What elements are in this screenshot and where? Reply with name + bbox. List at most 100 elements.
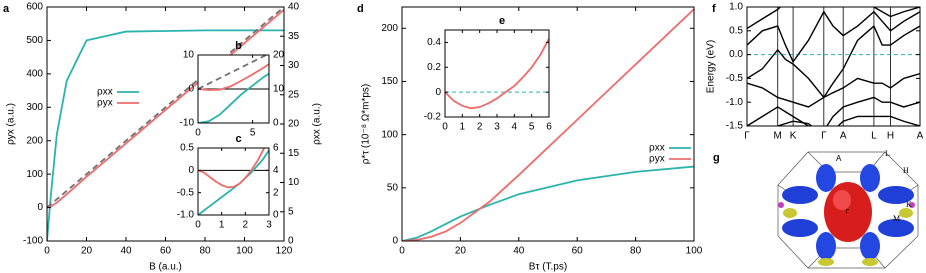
fermi-pockets <box>778 164 915 266</box>
panel-label: f <box>712 3 716 15</box>
y-axis-title: ρyx (a.u.) <box>6 103 17 145</box>
y-tick-label: 200 <box>26 135 43 146</box>
y-tick-label: -0.5 <box>177 187 195 198</box>
x-axis-title: B (a.u.) <box>149 262 182 273</box>
series-line <box>198 148 266 189</box>
x-tick-label: 0 <box>195 220 201 231</box>
series-line <box>776 115 920 126</box>
y2-tick-label: 4 <box>273 165 279 176</box>
y-tick-label: -1.5 <box>726 121 744 132</box>
x-tick-label: 80 <box>199 246 211 257</box>
x-tick-label: Γ <box>744 131 750 142</box>
panel: 0 1 2 3 4 5 6-0.200.20.4e <box>424 15 552 133</box>
y-tick-label: 600 <box>26 2 43 13</box>
y2-tick-label: 20 <box>288 119 300 130</box>
x-tick-label: 40 <box>513 246 525 257</box>
x-tick-label: 20 <box>455 246 467 257</box>
x-tick-label: 3 <box>494 122 500 133</box>
y-tick-label: 0.5 <box>180 143 194 154</box>
x-tick-label: 100 <box>236 246 253 257</box>
panel: Γ M K Γ A L H A -1.5 -1.0 -0.5 0.0 0.5 1.0 Energy (eV)… <box>706 2 924 142</box>
legend-label: ρyx <box>97 98 113 109</box>
legend-label: ρyx <box>649 154 665 165</box>
inset-background <box>445 30 549 117</box>
x-tick-label: 6 <box>546 122 552 133</box>
x-tick-label: 2 <box>477 122 483 133</box>
y-tick-label: 0 <box>435 87 441 98</box>
k-label: L <box>885 149 890 158</box>
series-line <box>402 8 694 241</box>
series-line <box>198 55 269 90</box>
y2-tick-label: 40 <box>288 2 300 13</box>
y2-tick-label: 25 <box>288 89 300 100</box>
x-tick-label: M <box>774 131 782 142</box>
panel: 0 1 2 3 -1.0 -0.5 0 0.5 0 2 4 6 c <box>177 133 279 231</box>
y2-tick-label: 15 <box>288 148 300 159</box>
panel-label: e <box>499 15 505 27</box>
k-label: A <box>836 154 842 163</box>
x-tick-label: 60 <box>160 246 172 257</box>
y-tick-label: -10 <box>180 118 195 129</box>
series-line <box>747 72 920 108</box>
y-tick-label: -1.0 <box>177 210 195 221</box>
y-axis-title: ρ*τ (10⁻⁸ Ω*m*ps) <box>361 84 372 165</box>
series-line <box>747 7 920 30</box>
series-line <box>198 149 269 215</box>
x-tick-label: 4 <box>512 122 518 133</box>
x-tick-label: K <box>790 131 797 142</box>
x-axis-title: Bτ (T.ps) <box>529 262 567 273</box>
y-tick-label: 0.4 <box>427 37 441 48</box>
y-tick-label: 400 <box>26 68 43 79</box>
y2-tick-label: 2 <box>273 187 279 198</box>
series-line <box>747 24 920 99</box>
x-tick-label: 0 <box>44 246 50 257</box>
y-axis-title: Energy (eV) <box>706 40 717 93</box>
x-tick-label: 0 <box>399 246 405 257</box>
x-tick-label: 0 <box>195 128 201 139</box>
legend-label: ρxx <box>97 87 113 98</box>
k-label: M <box>893 214 900 223</box>
y-tick-label: -0.5 <box>726 73 744 84</box>
x-tick-label: 1 <box>460 122 466 133</box>
y-tick-label: 200 <box>381 23 398 34</box>
x-tick-label: 1 <box>219 220 225 231</box>
y-tick-label: 0 <box>188 84 194 95</box>
y2-tick-label: 0 <box>273 118 279 129</box>
plot-frame <box>197 147 270 216</box>
y2-tick-label: 0 <box>273 210 279 221</box>
x-tick-label: 0 <box>442 122 448 133</box>
panel-label: g <box>713 152 720 164</box>
y-tick-label: 0.5 <box>729 25 743 36</box>
k-label: Γ <box>846 210 850 216</box>
plot-frame <box>401 6 695 242</box>
panel: 0 20 40 60 80 100 120-100010020030040050060005… <box>3 2 323 273</box>
series-line <box>402 165 694 241</box>
y-tick-label: -100 <box>23 236 43 247</box>
y-tick-label: 100 <box>26 169 43 180</box>
x-tick-label: 5 <box>250 128 256 139</box>
y2-tick-label: 5 <box>288 206 294 217</box>
x-tick-label: 40 <box>120 246 132 257</box>
panel-label: b <box>235 40 242 52</box>
x-tick-label: 80 <box>630 246 642 257</box>
y-tick-label: 50 <box>387 182 399 193</box>
x-tick-label: L <box>871 131 877 142</box>
x-tick-label: 120 <box>276 246 293 257</box>
x-tick-label: A <box>840 131 847 142</box>
y2-tick-label: 30 <box>288 60 300 71</box>
panel-label: a <box>3 3 10 15</box>
y-tick-label: 300 <box>26 102 43 113</box>
x-tick-label: 3 <box>266 220 272 231</box>
series-line <box>198 72 269 123</box>
series-line <box>198 63 269 91</box>
x-tick-label: 5 <box>529 122 535 133</box>
y-tick-label: 0.2 <box>427 62 441 73</box>
y-tick-label: -1.0 <box>726 97 744 108</box>
y-tick-label: 10 <box>183 50 195 61</box>
y-tick-label: 500 <box>26 35 43 46</box>
y2-tick-label: 35 <box>288 31 300 42</box>
y-tick-label: -0.2 <box>424 112 442 123</box>
y2-tick-label: 0 <box>288 236 294 247</box>
